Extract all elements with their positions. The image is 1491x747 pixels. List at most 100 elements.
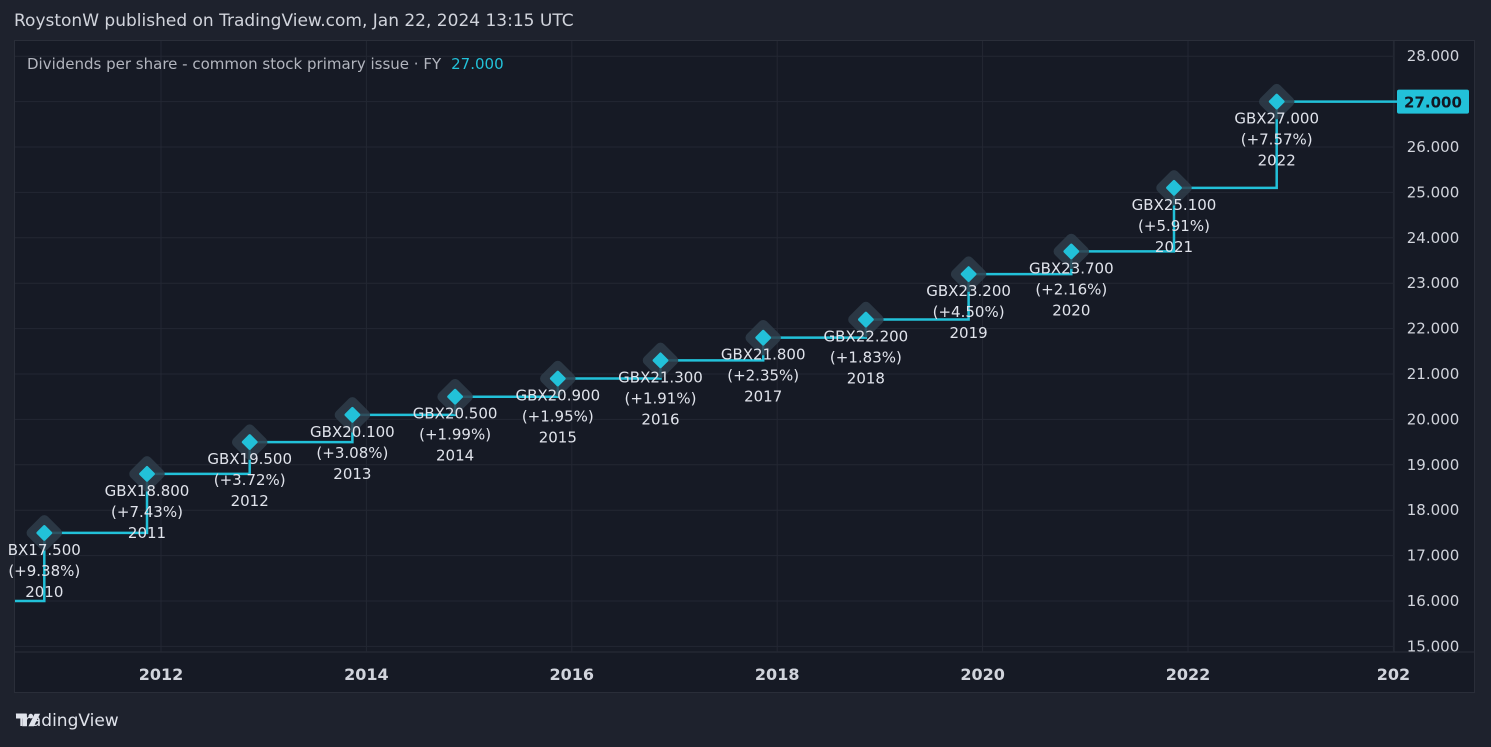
chart-grid (15, 41, 1474, 653)
y-tick-label: 15.000 (1407, 637, 1460, 655)
chart-header-title: RoystonW published on TradingView.com, J… (14, 11, 574, 31)
data-label-value: GBX21.800 (721, 346, 806, 364)
data-label-change: (+3.08%) (316, 444, 388, 462)
data-label-change: (+4.50%) (933, 303, 1005, 321)
marker-diamond (960, 266, 977, 282)
marker-diamond (858, 311, 874, 328)
x-tick-label: 2016 (550, 665, 595, 684)
data-label-value: GBX22.200 (824, 328, 909, 346)
data-label-year: 2017 (744, 388, 782, 406)
marker-diamond (139, 466, 155, 482)
data-label-value: GBX19.500 (207, 450, 292, 468)
marker-diamond (241, 434, 258, 450)
x-tick-label: 2012 (139, 665, 184, 684)
data-label-value: GBX23.700 (1029, 259, 1114, 277)
data-label-value: GBX21.300 (618, 368, 703, 386)
y-tick-label: 17.000 (1407, 547, 1460, 565)
data-label-value: GBX18.800 (105, 482, 190, 500)
data-labels: BX17.500 (+9.38%) 2010 GBX18.800 (+7.43%) 201… (8, 110, 1319, 601)
y-tick-label: 19.000 (1407, 456, 1460, 474)
data-point-2019 (950, 256, 987, 292)
y-tick-label: 23.000 (1407, 274, 1460, 292)
marker-diamond (1268, 93, 1285, 110)
data-point-2021 (1156, 170, 1192, 206)
data-label-year: 2015 (539, 429, 577, 447)
data-label-change: (+7.57%) (1241, 131, 1313, 149)
data-label-year: 2011 (128, 524, 166, 542)
data-label-year: 2021 (1155, 238, 1193, 256)
x-tick-label: 2022 (1166, 665, 1211, 684)
data-label-change: (+5.91%) (1138, 217, 1210, 235)
data-label-value: GBX23.200 (926, 282, 1011, 300)
y-tick-label: 22.000 (1407, 320, 1460, 338)
marker-diamond (36, 525, 53, 541)
y-tick-label: 18.000 (1407, 501, 1460, 519)
footer-brand-text: TradingView (16, 711, 119, 731)
last-value-badge (1397, 89, 1469, 114)
data-label-year: 2012 (231, 492, 269, 510)
marker-diamond (549, 370, 566, 387)
data-label-value: GBX20.500 (413, 405, 498, 423)
y-tick-label: 16.000 (1407, 592, 1460, 610)
data-point-2012 (231, 424, 268, 460)
x-tick-label: 2018 (755, 665, 800, 684)
data-label-year: 2010 (25, 583, 63, 601)
data-markers (26, 83, 1295, 551)
data-point-2010 (26, 515, 63, 551)
y-tick-label: 20.000 (1407, 410, 1460, 428)
data-label-change: (+1.95%) (522, 408, 594, 426)
data-point-2015 (540, 360, 576, 397)
x-tick-label: 2014 (344, 665, 389, 684)
series-legend[interactable]: Dividends per share - common stock prima… (27, 55, 504, 73)
data-label-value: BX17.500 (8, 541, 81, 559)
data-label-year: 2019 (950, 324, 988, 342)
marker-diamond (652, 352, 669, 369)
data-point-2013 (334, 397, 371, 433)
data-point-2018 (848, 301, 884, 338)
y-tick-label: 25.000 (1407, 183, 1460, 201)
y-axis: 15.000 16.000 17.000 18.000 19.000 20.000 21.0… (1397, 47, 1469, 655)
data-label-year: 2020 (1052, 301, 1090, 319)
marker-diamond (1063, 243, 1080, 260)
x-tick-label: 2020 (960, 665, 1005, 684)
data-label-change: (+1.91%) (625, 389, 697, 407)
marker-diamond (1166, 179, 1182, 196)
data-point-2017 (745, 319, 781, 356)
y-tick-label: 21.000 (1407, 365, 1460, 383)
x-tick-label: 202 (1377, 665, 1410, 684)
y-tick-label: 28.000 (1407, 47, 1460, 65)
data-label-year: 2014 (436, 447, 474, 465)
dividend-series (15, 100, 1397, 603)
legend-value: 27.000 (451, 55, 504, 73)
data-label-year: 2016 (641, 410, 679, 428)
chart-panel[interactable] (14, 40, 1475, 693)
data-point-2016 (642, 342, 679, 379)
data-label-change: (+9.38%) (8, 562, 80, 580)
footer-branding[interactable]: TradingView (16, 711, 119, 731)
data-label-year: 2018 (847, 370, 885, 388)
data-label-value: GBX27.000 (1234, 110, 1319, 128)
data-label-change: (+3.72%) (214, 471, 286, 489)
data-label-year: 2022 (1258, 152, 1296, 170)
x-axis: 2012 2014 2016 2018 2020 2022 202 (139, 665, 1410, 684)
last-value-label: 27.000 (1404, 94, 1462, 112)
data-point-2011 (129, 456, 165, 492)
data-label-change: (+1.83%) (830, 349, 902, 367)
data-label-change: (+1.99%) (419, 426, 491, 444)
data-point-2014 (437, 378, 473, 415)
data-label-value: GBX20.100 (310, 423, 395, 441)
dividend-step-line (15, 100, 1397, 603)
data-point-2020 (1053, 233, 1090, 270)
data-point-2022 (1258, 83, 1295, 120)
data-label-year: 2013 (333, 465, 371, 483)
legend-label: Dividends per share - common stock prima… (27, 55, 442, 73)
marker-diamond (344, 406, 361, 423)
tradingview-logo-icon (16, 713, 41, 727)
data-label-change: (+2.16%) (1035, 280, 1107, 298)
marker-diamond (447, 388, 463, 405)
data-label-change: (+2.35%) (727, 367, 799, 385)
data-label-value: GBX25.100 (1132, 196, 1217, 214)
data-label-change: (+7.43%) (111, 503, 183, 521)
marker-diamond (755, 329, 772, 346)
